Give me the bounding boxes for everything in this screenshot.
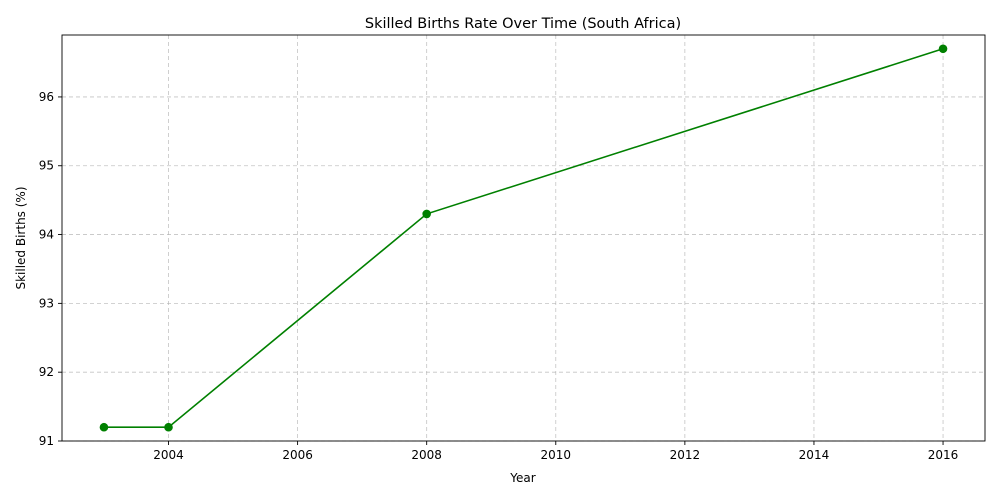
x-tick-label: 2004: [153, 448, 184, 462]
x-tick-label: 2008: [411, 448, 442, 462]
y-tick-label: 95: [39, 159, 54, 173]
x-axis-label: Year: [509, 471, 535, 485]
x-tick-label: 2012: [670, 448, 701, 462]
series-line: [103, 48, 944, 429]
data-point: [164, 422, 173, 432]
y-axis-label: Skilled Births (%): [14, 186, 28, 289]
chart-title: Skilled Births Rate Over Time (South Afr…: [365, 16, 681, 32]
y-tick-label: 91: [39, 434, 54, 448]
x-axis: 2004 2006 2008 2010 2012 2014 2016: [153, 441, 958, 462]
data-point: [938, 44, 948, 54]
y-tick-label: 92: [39, 365, 54, 379]
y-tick-label: 96: [39, 90, 54, 104]
y-axis: 91 92 93 94 95 96: [39, 90, 62, 448]
x-tick-label: 2006: [282, 448, 313, 462]
plot-area: [99, 44, 948, 432]
y-tick-label: 94: [39, 228, 54, 242]
x-tick-label: 2016: [928, 448, 959, 462]
data-point: [422, 209, 431, 219]
y-tick-label: 93: [39, 296, 54, 310]
x-tick-label: 2010: [540, 448, 571, 462]
x-tick-label: 2014: [799, 448, 830, 462]
data-point: [99, 422, 109, 432]
axes-frame: [61, 34, 986, 442]
grid: [62, 35, 985, 442]
